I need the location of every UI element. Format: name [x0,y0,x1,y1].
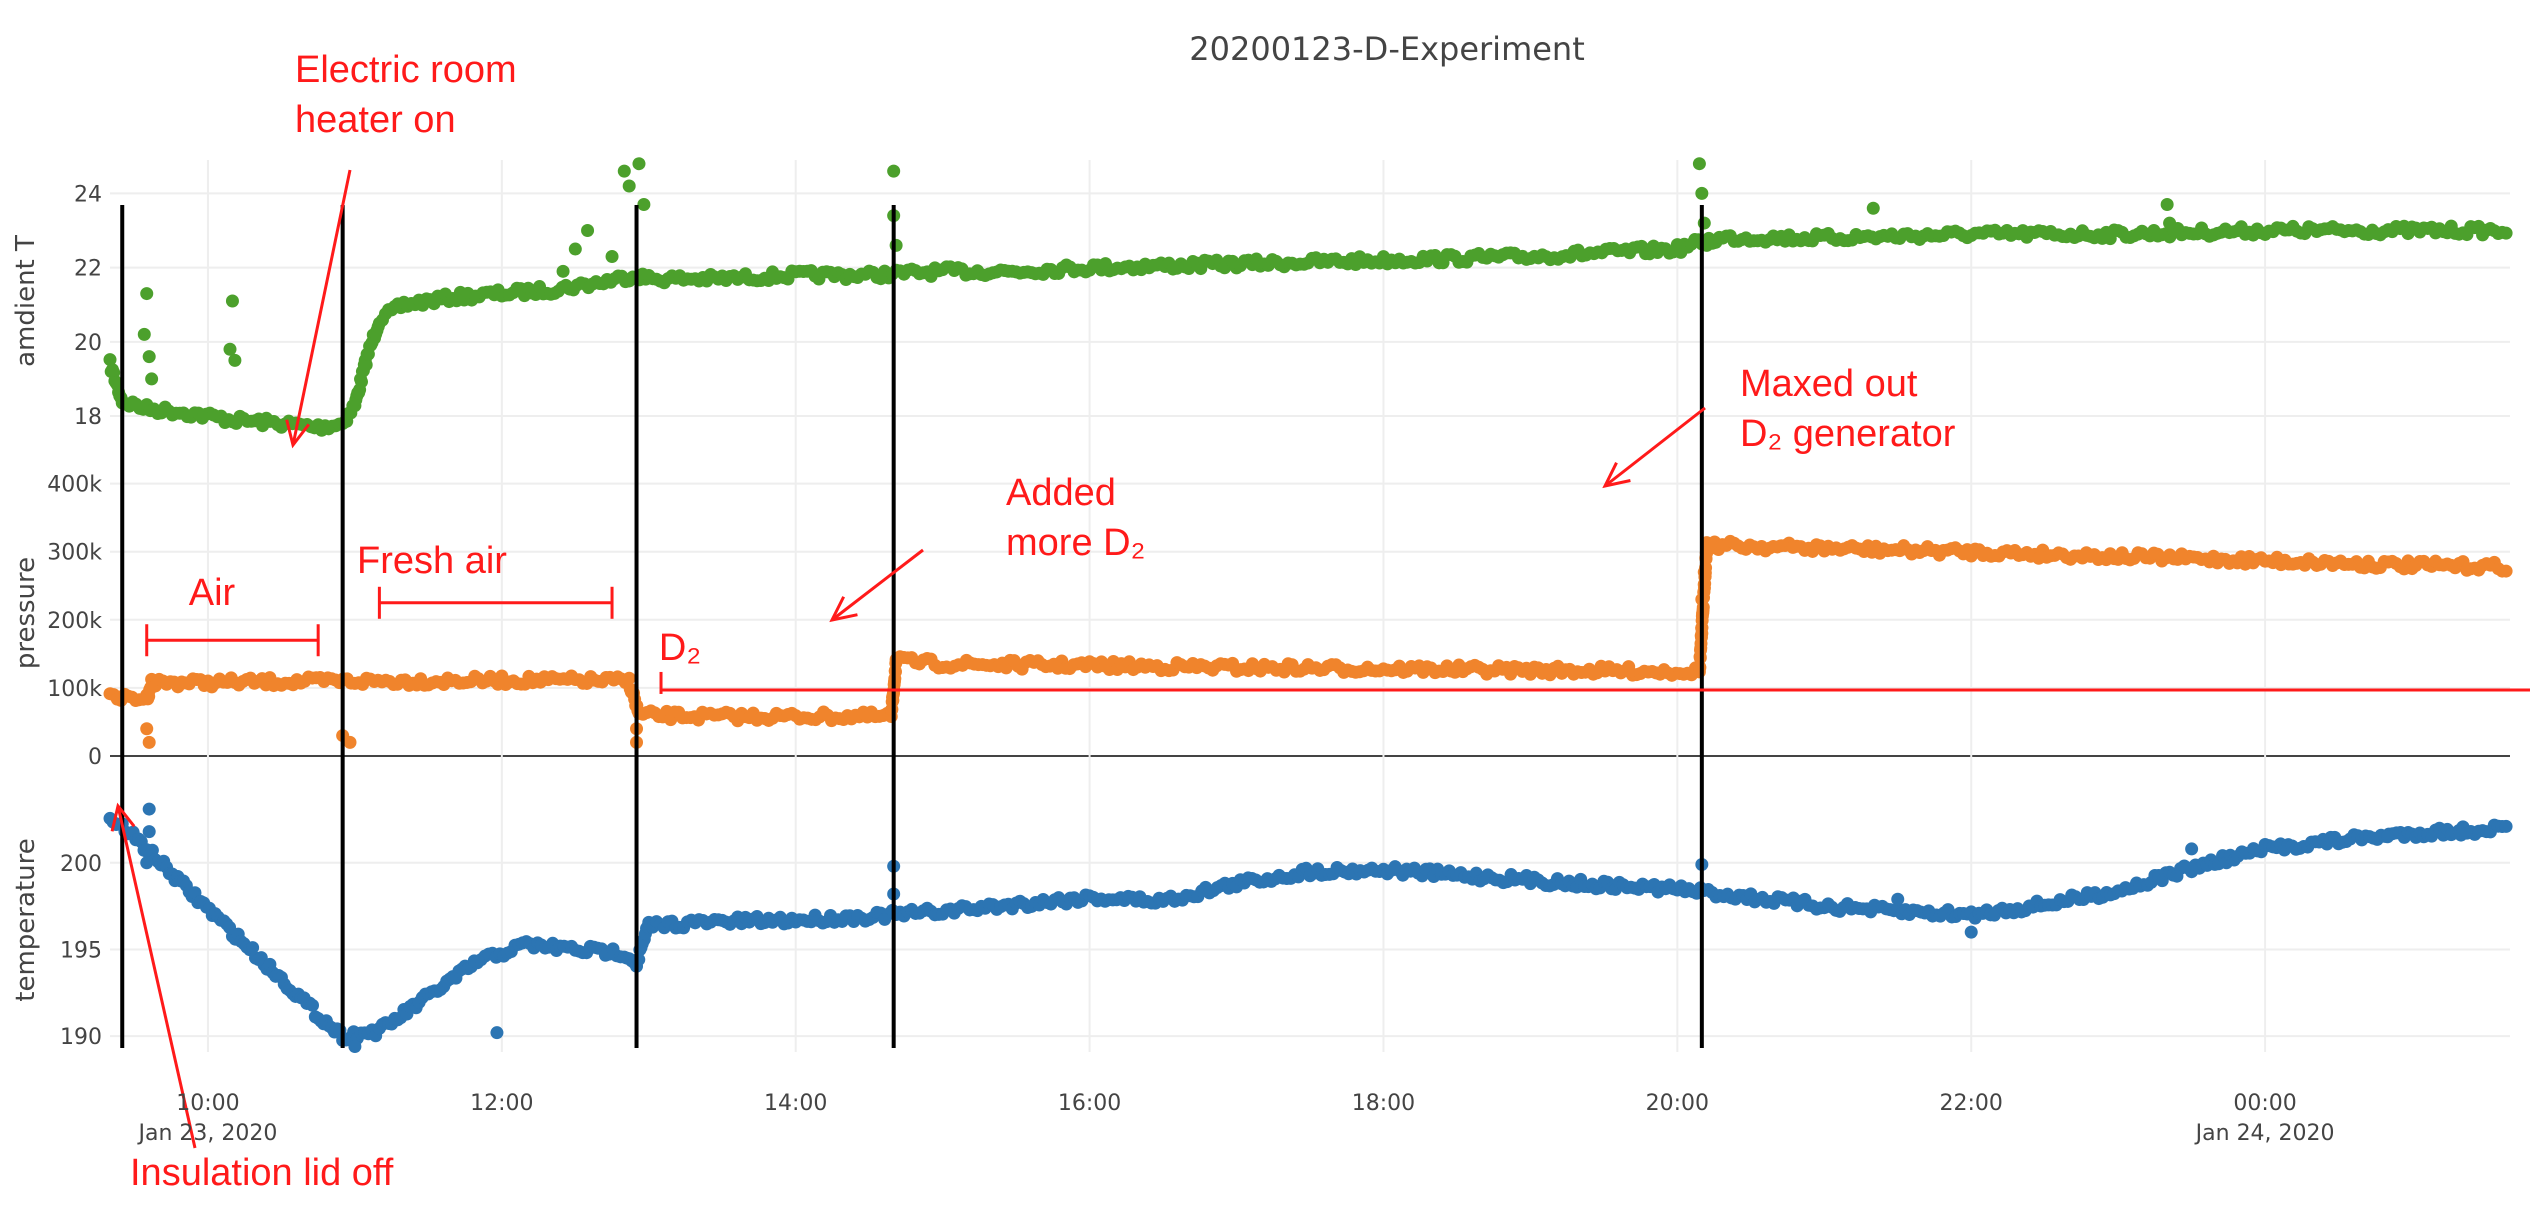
temperature-outlier-point [2454,828,2468,842]
x-tick-sublabel: Jan 23, 2020 [137,1121,278,1146]
ambient-outlier-point [137,327,151,341]
ambient-point [2499,226,2513,240]
temperature-outlier-point [2185,842,2199,856]
ambient-outlier-point [1695,186,1709,200]
annotation-lid-arrow [116,805,197,1149]
annotation-added: Added [1006,472,1116,514]
y-tick-label: 20 [74,331,102,356]
y-tick-label: 400k [47,473,102,498]
points-layer [103,157,2513,1054]
ambient-outlier-point [556,264,570,278]
annotation-fresh: Fresh air [357,540,507,582]
ambient-outlier-point [887,164,901,178]
pressure-point [622,671,636,685]
annotation-air: Air [189,572,236,614]
ambient-outlier-point [1692,157,1706,171]
temperature-outlier-point [140,856,154,870]
ambient-outlier-point [1866,201,1880,215]
temperature-outlier-point [1964,925,1978,939]
annotations: Electric room heater on Air Fresh air D₂ Adde… [110,49,2530,1194]
x-tick-label: 18:00 [1352,1091,1415,1116]
ambient-outlier-point [2163,216,2177,230]
ambient-outlier-point [228,353,242,367]
ambient-outlier-point [605,249,619,263]
y-tick-label: 190 [60,1025,102,1050]
y-tick-label: 0 [88,745,102,770]
annotation-lid: Insulation lid off [130,1152,394,1194]
x-tick-label: 12:00 [470,1091,533,1116]
ambient-outlier-point [889,238,903,252]
y-tick-label: 100k [47,677,102,702]
annotation-maxed-arrow-head [1602,462,1631,489]
axes: 18 20 22 24 amdient T 0 100k 200k 300k 400k pressu… [11,182,2335,1146]
annotation-added: more D₂ [1006,522,1145,564]
ambient-point [103,353,117,367]
ambient-outlier-point [617,164,631,178]
x-tick-label: 14:00 [764,1091,827,1116]
pressure-outlier-point [140,722,154,736]
y-tick-label: 200k [47,609,102,634]
ambient-outlier-point [632,157,646,171]
annotation-added-arrow [831,548,924,622]
y-axis-label: temperature [11,838,41,1001]
y-tick-label: 300k [47,541,102,566]
annotation-heater: Electric room [295,49,517,91]
ambient-outlier-point [622,179,636,193]
y-axis-label: pressure [11,557,41,669]
x-tick-label: 20:00 [1646,1091,1709,1116]
annotation-added-arrow-head [829,596,858,623]
ambient-outlier-point [1697,216,1711,230]
y-tick-label: 18 [74,405,102,430]
temperature-outlier-point [2381,830,2395,844]
pressure-outlier-point [343,735,357,749]
annotation-d2: D₂ [659,627,701,669]
ambient-outlier-point [225,294,239,308]
y-tick-label: 200 [60,852,102,877]
ambient-outlier-point [581,224,595,237]
pressure-point [2499,564,2513,578]
x-tick-label: 00:00 [2233,1091,2296,1116]
y-tick-label: 195 [60,938,102,963]
ambient-outlier-point [637,198,651,212]
ambient-outlier-point [223,342,237,356]
chart-title: 20200123-D-Experiment [1189,30,1585,68]
annotation-heater-arrow [291,169,352,446]
annotation-maxed-arrow [1604,406,1706,488]
annotation-maxed: Maxed out [1740,363,1918,405]
event-lines [120,205,1704,1048]
temperature-outlier-point [348,1040,362,1054]
temperature-outlier-point [490,1026,504,1040]
pressure-outlier-point [142,735,156,749]
ambient-outlier-point [140,287,154,301]
temperature-point [246,941,260,955]
ambient-outlier-point [568,242,582,256]
x-tick-sublabel: Jan 24, 2020 [2194,1121,2335,1146]
annotation-maxed: D₂ generator [1740,413,1956,455]
y-tick-label: 22 [74,257,102,282]
ambient-outlier-point [142,350,156,364]
ambient-point [354,375,368,389]
temperature-point [306,998,320,1012]
temperature-outlier-point [142,802,156,816]
y-axis-label: amdient T [11,235,41,367]
x-tick-label: 10:00 [176,1091,239,1116]
x-tick-label: 16:00 [1058,1091,1121,1116]
pressure-outlier-point [1697,565,1711,579]
ambient-outlier-point [2160,198,2174,212]
x-tick-label: 22:00 [1940,1091,2003,1116]
ambient-point [359,358,373,372]
annotation-heater-arrow-head [285,419,311,449]
temperature-outlier-point [1891,892,1905,906]
annotation-heater: heater on [295,99,456,141]
ambient-outlier-point [145,372,159,386]
temperature-point [2499,819,2513,833]
temperature-outlier-point [142,825,156,839]
y-tick-label: 24 [74,182,102,207]
annotation-lid-arrow-head [110,802,136,832]
